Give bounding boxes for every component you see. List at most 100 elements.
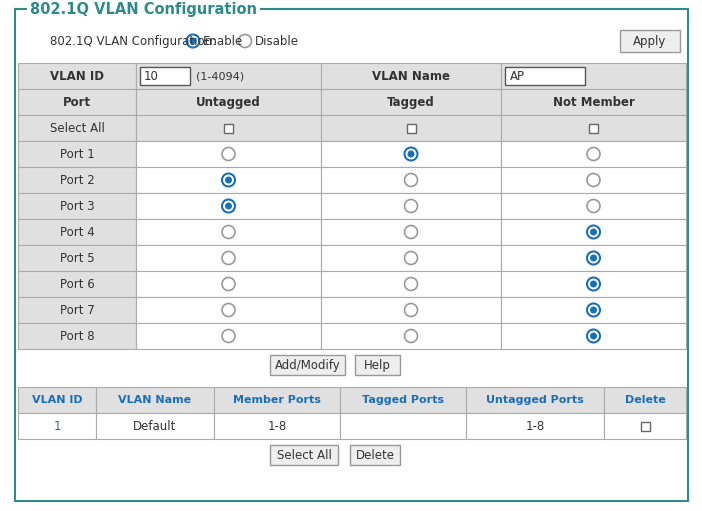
- Circle shape: [404, 330, 418, 342]
- Text: 1: 1: [53, 420, 61, 432]
- Circle shape: [587, 199, 600, 213]
- Bar: [501, 271, 686, 297]
- Text: VLAN ID: VLAN ID: [50, 69, 104, 82]
- Circle shape: [590, 228, 597, 236]
- Bar: [136, 167, 321, 193]
- Text: Select All: Select All: [277, 449, 331, 461]
- Text: Port 2: Port 2: [60, 174, 94, 187]
- Circle shape: [190, 37, 197, 44]
- Bar: [406, 124, 416, 132]
- Bar: [321, 115, 501, 141]
- Bar: [466, 413, 604, 439]
- Bar: [136, 115, 321, 141]
- Bar: [18, 387, 96, 413]
- Text: Select All: Select All: [50, 122, 105, 134]
- Text: Port 3: Port 3: [60, 199, 94, 213]
- Bar: [604, 387, 686, 413]
- Bar: [501, 193, 686, 219]
- Text: VLAN ID: VLAN ID: [32, 395, 82, 405]
- Bar: [501, 115, 686, 141]
- Circle shape: [225, 202, 232, 210]
- Text: VLAN Name: VLAN Name: [119, 395, 192, 405]
- Circle shape: [239, 35, 251, 48]
- Text: 10: 10: [144, 69, 159, 82]
- Bar: [18, 141, 136, 167]
- Text: Add/Modify: Add/Modify: [274, 359, 340, 371]
- Bar: [321, 245, 501, 271]
- Bar: [640, 422, 649, 430]
- Bar: [501, 89, 686, 115]
- Bar: [321, 89, 501, 115]
- Bar: [321, 63, 501, 89]
- Bar: [321, 323, 501, 349]
- Text: Port 1: Port 1: [60, 148, 94, 160]
- Circle shape: [222, 277, 235, 290]
- Circle shape: [222, 225, 235, 239]
- Bar: [18, 167, 136, 193]
- Circle shape: [587, 330, 600, 342]
- Circle shape: [187, 35, 199, 48]
- Text: Delete: Delete: [355, 449, 395, 461]
- Circle shape: [590, 333, 597, 339]
- Bar: [136, 89, 321, 115]
- Circle shape: [590, 307, 597, 314]
- Bar: [18, 89, 136, 115]
- Circle shape: [222, 330, 235, 342]
- Text: Port 6: Port 6: [60, 277, 94, 290]
- Text: Default: Default: [133, 420, 177, 432]
- Bar: [214, 387, 340, 413]
- Bar: [501, 63, 686, 89]
- Circle shape: [587, 174, 600, 187]
- Text: 1-8: 1-8: [525, 420, 545, 432]
- Circle shape: [404, 277, 418, 290]
- Circle shape: [404, 174, 418, 187]
- Bar: [18, 193, 136, 219]
- Circle shape: [222, 174, 235, 187]
- Bar: [589, 124, 598, 132]
- Bar: [96, 413, 214, 439]
- Bar: [18, 297, 136, 323]
- Bar: [136, 323, 321, 349]
- Bar: [136, 219, 321, 245]
- Text: Tagged: Tagged: [387, 96, 435, 108]
- Text: Help: Help: [364, 359, 391, 371]
- Text: Enable: Enable: [203, 35, 244, 48]
- Bar: [136, 63, 321, 89]
- Bar: [96, 387, 214, 413]
- Bar: [501, 323, 686, 349]
- Bar: [136, 271, 321, 297]
- Text: Port 8: Port 8: [60, 330, 94, 342]
- Bar: [270, 445, 338, 465]
- Text: Tagged Ports: Tagged Ports: [362, 395, 444, 405]
- Bar: [505, 67, 585, 85]
- Bar: [501, 297, 686, 323]
- Bar: [18, 63, 136, 89]
- Bar: [18, 413, 96, 439]
- Circle shape: [404, 148, 418, 160]
- Circle shape: [222, 304, 235, 316]
- Text: 802.1Q VLAN Configuration: 802.1Q VLAN Configuration: [30, 2, 257, 16]
- Text: Untagged Ports: Untagged Ports: [486, 395, 584, 405]
- Text: Apply: Apply: [633, 35, 667, 48]
- Bar: [466, 387, 604, 413]
- Bar: [18, 271, 136, 297]
- Bar: [321, 219, 501, 245]
- Bar: [224, 124, 233, 132]
- Bar: [18, 323, 136, 349]
- Circle shape: [587, 304, 600, 316]
- Bar: [604, 413, 686, 439]
- Circle shape: [225, 176, 232, 183]
- Bar: [321, 271, 501, 297]
- Bar: [18, 245, 136, 271]
- Bar: [136, 193, 321, 219]
- Bar: [350, 445, 400, 465]
- Circle shape: [587, 225, 600, 239]
- Bar: [18, 115, 136, 141]
- Circle shape: [590, 254, 597, 262]
- Bar: [321, 141, 501, 167]
- Text: 1-8: 1-8: [267, 420, 286, 432]
- Text: Untagged: Untagged: [196, 96, 261, 108]
- Bar: [140, 67, 190, 85]
- Circle shape: [222, 251, 235, 265]
- Bar: [501, 167, 686, 193]
